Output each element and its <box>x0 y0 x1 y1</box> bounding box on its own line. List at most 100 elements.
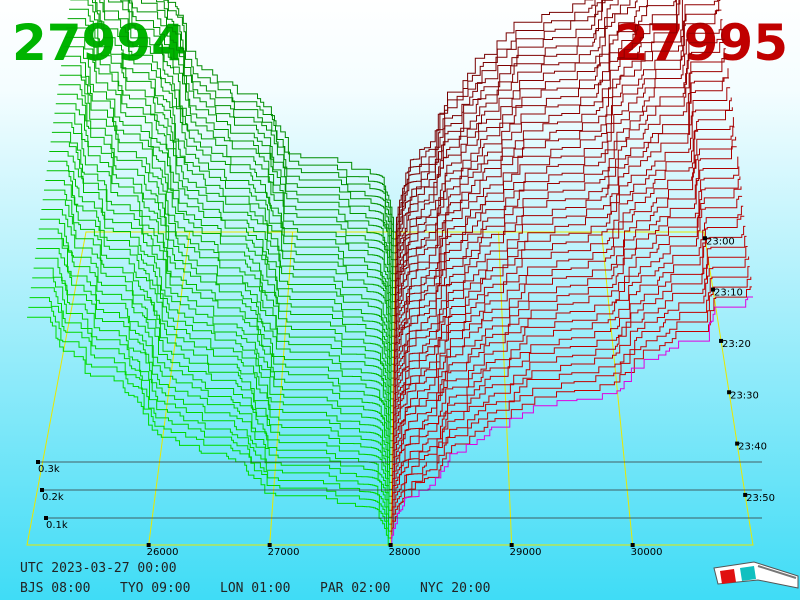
price-tick-label: 30000 <box>631 547 663 558</box>
bid-depth-line <box>45 180 392 449</box>
ask-depth-line <box>393 0 721 337</box>
bid-depth-line <box>42 199 392 462</box>
ask-depth-line <box>392 58 727 379</box>
ask-depth-line <box>394 0 614 261</box>
city-time: BJS 08:00 <box>20 581 90 596</box>
ask-depth-line <box>391 186 742 469</box>
bid-depth-line <box>37 238 391 490</box>
tick-dot <box>702 236 707 241</box>
price-tick-label: 26000 <box>147 547 179 558</box>
floor-outline <box>26 231 754 546</box>
ask-depth-line <box>391 136 737 435</box>
ask-depth-line <box>394 0 603 254</box>
tick-dot <box>735 441 740 446</box>
bid-depth-line <box>53 122 393 407</box>
ask-depth-line <box>392 77 729 393</box>
time-tick-label: 23:40 <box>738 442 767 453</box>
bid-depth-line <box>103 0 395 289</box>
depth-tick-label: 0.3k <box>38 464 60 475</box>
price-tick-label: 29000 <box>510 547 542 558</box>
ask-depth-line <box>394 0 638 282</box>
bid-depth-line <box>66 27 394 337</box>
tick-dot <box>711 287 716 292</box>
ask-depth-line <box>390 225 746 497</box>
tick-dot <box>630 543 635 547</box>
bid-depth-line <box>54 112 393 400</box>
city-time: PAR 02:00 <box>320 581 390 596</box>
bid-depth-line <box>48 160 392 435</box>
bid-depth-line <box>65 36 394 344</box>
ask-depth-line <box>391 205 744 483</box>
bid-depth-line <box>50 141 392 421</box>
3d-glasses-icon <box>713 561 799 589</box>
bid-depth-line <box>128 0 395 261</box>
ask-depth-line <box>390 296 753 546</box>
time-tick-label: 23:00 <box>706 236 735 247</box>
price-grid-line <box>148 231 191 546</box>
ask-depth-line <box>391 166 740 456</box>
ask-depth-line <box>393 19 723 351</box>
bid-depth-line <box>57 93 393 386</box>
price-tick-label: 27000 <box>268 547 300 558</box>
bid-depth-line <box>55 103 393 393</box>
ask-depth-line <box>392 117 734 421</box>
bid-depth-line <box>108 0 395 282</box>
ask-depth-line <box>393 0 677 303</box>
ask-depth-line <box>394 0 606 247</box>
bid-depth-line <box>69 8 394 323</box>
bid-depth-line <box>38 228 391 483</box>
bid-depth-line <box>29 297 391 532</box>
utc-time: UTC 2023-03-27 00:00 <box>20 561 177 576</box>
bid-depth-line <box>44 189 392 456</box>
time-tick-label: 23:10 <box>714 288 743 299</box>
ask-depth-line <box>390 256 750 518</box>
depth-tick-label: 0.1k <box>46 520 68 531</box>
ask-depth-line <box>394 0 631 275</box>
tick-dot <box>509 543 514 547</box>
ask-depth-line <box>392 38 725 365</box>
price-grid-line <box>390 231 397 546</box>
price-grid-line <box>601 231 634 546</box>
ask-depth-line <box>390 276 752 532</box>
bid-depth-line <box>167 0 395 233</box>
bid-depth-line <box>63 46 394 351</box>
bid-depth-line <box>156 0 395 247</box>
city-time: NYC 20:00 <box>420 581 490 596</box>
time-tick-label: 23:30 <box>730 390 759 401</box>
ask-depth-line <box>393 9 722 344</box>
bid-depth-line <box>27 316 390 546</box>
tick-dot <box>388 543 393 547</box>
ask-depth-line <box>393 0 683 323</box>
bid-depth-line <box>41 209 392 469</box>
bid-depth-line <box>94 0 394 303</box>
ask-depth-line <box>390 286 752 539</box>
ask-depth-line <box>394 0 619 268</box>
ask-depth-line <box>392 68 729 386</box>
tick-dot <box>146 543 151 547</box>
ask-depth-line <box>394 0 676 296</box>
time-tick-label: 23:20 <box>722 339 751 350</box>
ask-depth-line <box>391 176 741 462</box>
ask-depth-line <box>393 28 724 358</box>
depth-curves <box>27 0 753 546</box>
depth-tick-label: 0.2k <box>42 492 64 503</box>
bid-depth-line <box>36 248 391 497</box>
bid-depth-line <box>51 131 393 414</box>
bid-depth-line <box>33 267 391 511</box>
city-times: BJS 08:00 TYO 09:00 LON 01:00 PAR 02:00 NYC … <box>20 581 490 596</box>
ask-depth-line <box>392 48 726 372</box>
ask-depth-line <box>391 126 735 428</box>
bid-depth-line <box>34 257 391 504</box>
bid-depth-line <box>141 0 395 254</box>
ask-depth-line <box>391 195 743 476</box>
ask-depth-line <box>395 0 594 233</box>
ask-depth-line <box>393 0 680 309</box>
tick-dot <box>44 516 48 520</box>
bid-depth-line <box>163 0 395 240</box>
ask-depth-line <box>390 246 748 511</box>
bid-depth-line <box>59 74 393 372</box>
tick-dot <box>719 338 724 343</box>
ask-depth-line <box>390 215 745 490</box>
ask-depth-line <box>390 235 747 504</box>
